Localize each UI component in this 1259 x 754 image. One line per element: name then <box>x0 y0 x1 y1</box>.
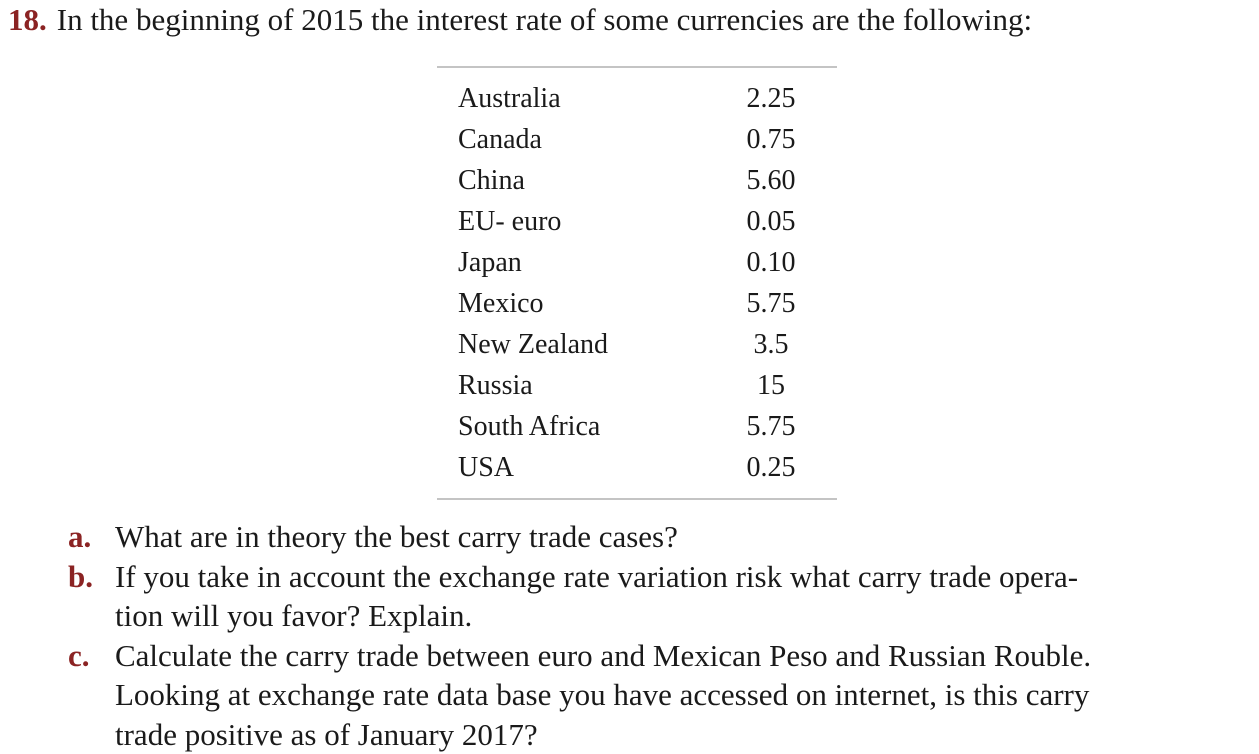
rate-cell: 0.10 <box>746 247 796 278</box>
text-line: trade positive as of January 2017? <box>115 716 538 752</box>
subquestion-c: c. Calculate the carry trade between eur… <box>68 636 1248 754</box>
rate-cell: 5.60 <box>746 165 796 196</box>
subquestion-letter: c. <box>68 637 90 673</box>
subquestion-text: If you take in account the exchange rate… <box>115 557 1248 636</box>
table-row: EU- euro 0.05 <box>437 201 837 242</box>
country-cell: Russia <box>458 370 533 401</box>
rate-cell: 5.75 <box>746 288 796 319</box>
country-cell: Australia <box>458 83 561 114</box>
text-line: What are in theory the best carry trade … <box>115 519 678 554</box>
text-line: Looking at exchange rate data base you h… <box>115 677 1090 712</box>
subquestion-a: a. What are in theory the best carry tra… <box>68 517 1248 557</box>
interest-rate-table: Australia 2.25 Canada 0.75 China 5.60 EU… <box>437 66 837 500</box>
table-row: New Zealand 3.5 <box>437 324 837 365</box>
country-cell: EU- euro <box>458 206 562 237</box>
rate-cell: 5.75 <box>746 411 796 442</box>
country-cell: Japan <box>458 247 522 278</box>
table-row: South Africa 5.75 <box>437 406 837 447</box>
rate-cell: 3.5 <box>753 329 789 360</box>
question-text: In the beginning of 2015 the interest ra… <box>56 2 1033 37</box>
subquestion-text: What are in theory the best carry trade … <box>115 517 1248 557</box>
rate-cell: 2.25 <box>746 83 796 114</box>
country-cell: China <box>458 165 525 196</box>
question-number: 18. <box>8 2 47 37</box>
text-line: If you take in account the exchange rate… <box>115 558 1079 594</box>
table-row: China 5.60 <box>437 160 837 201</box>
table-row: Australia 2.25 <box>437 78 837 119</box>
rate-cell: 0.05 <box>746 206 796 237</box>
country-cell: New Zealand <box>458 329 609 360</box>
subquestion-letter: a. <box>68 519 92 554</box>
table-row: Russia 15 <box>437 365 837 406</box>
rate-cell: 0.75 <box>746 124 796 155</box>
country-cell: Canada <box>458 124 542 155</box>
country-cell: USA <box>458 452 515 483</box>
rate-cell: 15 <box>757 370 785 401</box>
country-cell: Mexico <box>458 288 544 319</box>
table-row: USA 0.25 <box>437 447 837 488</box>
text-line: tion will you favor? Explain. <box>115 598 473 633</box>
table-row: Canada 0.75 <box>437 119 837 160</box>
table-row: Mexico 5.75 <box>437 283 837 324</box>
rate-cell: 0.25 <box>746 452 796 483</box>
country-cell: South Africa <box>458 411 601 442</box>
text-line: Calculate the carry trade between euro a… <box>115 637 1092 673</box>
subquestion-text: Calculate the carry trade between euro a… <box>115 636 1248 754</box>
table-row: Japan 0.10 <box>437 242 837 283</box>
subquestion-list: a. What are in theory the best carry tra… <box>68 517 1248 754</box>
subquestion-letter: b. <box>68 558 93 594</box>
question-heading: 18. In the beginning of 2015 the interest… <box>8 0 1032 40</box>
subquestion-b: b. If you take in account the exchange r… <box>68 557 1248 636</box>
